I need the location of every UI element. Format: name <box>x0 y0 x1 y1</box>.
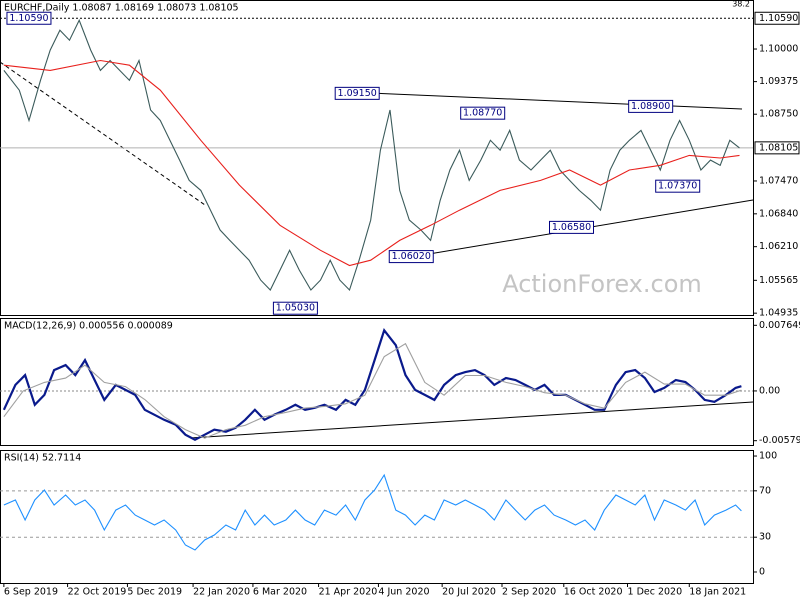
annotation-label: 1.07370 <box>658 181 697 192</box>
x-tick-label: 21 Apr 2020 <box>319 587 378 598</box>
series-line <box>3 59 740 267</box>
x-tick-label: 18 Jan 2021 <box>689 587 746 598</box>
annotation-box <box>628 99 674 113</box>
x-tick-label: 5 Dec 2019 <box>127 587 182 598</box>
y-tick-label: 1.06840 <box>759 208 798 219</box>
annotation-box <box>655 179 701 193</box>
x-tick-label: 22 Oct 2019 <box>68 587 127 598</box>
annotation-label: 1.08770 <box>463 108 502 119</box>
price-box <box>754 141 800 155</box>
y-tick-label: 70 <box>759 485 771 496</box>
annotation-label: 1.05030 <box>276 303 315 314</box>
y-tick-label: 100 <box>759 451 777 462</box>
y-tick-label: 1.05565 <box>759 275 798 286</box>
x-tick-label: 4 Jun 2020 <box>378 587 429 598</box>
panel-title: EURCHF,Daily 1.08087 1.08169 1.08073 1.0… <box>4 3 239 14</box>
x-tick-label: 16 Oct 2020 <box>564 587 623 598</box>
annotation-box <box>549 220 595 234</box>
series-line <box>3 473 742 551</box>
y-tick-label: -0.005797 <box>759 435 800 446</box>
y-tick-label: 1.07470 <box>759 175 798 186</box>
price-box <box>754 11 800 25</box>
watermark: ActionForex.com <box>502 270 702 298</box>
y-tick-label: 1.09375 <box>759 76 798 87</box>
annotation-box <box>272 301 318 315</box>
series-line <box>2 327 742 441</box>
x-tick-label: 6 Mar 2020 <box>253 587 307 598</box>
annotation-label: 1.09150 <box>338 88 377 99</box>
panel-title: RSI(14) 52.7114 <box>4 453 81 464</box>
series-line <box>3 18 740 292</box>
annotation-box <box>6 11 52 25</box>
trend-line <box>189 401 754 439</box>
annotation-box <box>388 250 434 264</box>
annotation-box <box>334 86 380 100</box>
y-tick-label: 30 <box>759 532 771 543</box>
rsi-panel <box>0 450 754 584</box>
last-price-label: 1.08105 <box>759 142 798 153</box>
y-tick-label: 0 <box>759 566 765 577</box>
annotation-label: 1.08900 <box>631 101 670 112</box>
y-tick-label: 1.06210 <box>759 241 798 252</box>
macd-panel <box>0 318 754 446</box>
corner-label: 38.2 <box>732 0 750 9</box>
x-tick-label: 1 Dec 2020 <box>628 587 683 598</box>
annotation-label: 1.06020 <box>392 251 431 262</box>
price-panel <box>0 0 754 316</box>
y-tick-label: 1.08750 <box>759 109 798 120</box>
x-tick-label: 22 Jan 2020 <box>193 587 250 598</box>
panel-title: MACD(12,26,9) 0.000556 0.000089 <box>4 321 173 332</box>
price-label: 1.10590 <box>759 13 798 24</box>
y-tick-label: 0.00 <box>759 385 780 396</box>
x-tick-label: 20 Jul 2020 <box>442 587 496 598</box>
x-tick-label: 2 Sep 2020 <box>502 587 556 598</box>
annotation-box <box>460 106 506 120</box>
y-tick-label: 0.007649 <box>759 320 800 331</box>
annotation-label: 1.10590 <box>9 13 48 24</box>
y-tick-label: 1.04935 <box>759 308 798 319</box>
annotation-label: 1.06580 <box>552 222 591 233</box>
y-tick-label: 1.10000 <box>759 44 798 55</box>
x-tick-label: 6 Sep 2019 <box>4 587 58 598</box>
trend-line <box>369 92 743 110</box>
series-line <box>3 342 742 439</box>
